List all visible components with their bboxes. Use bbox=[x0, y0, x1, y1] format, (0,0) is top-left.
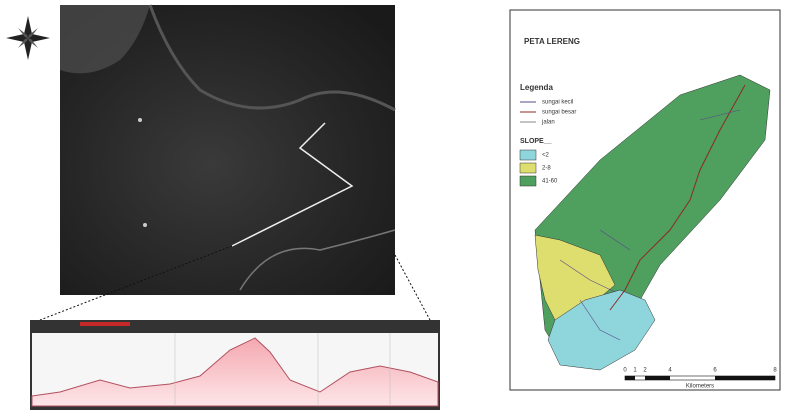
scale-bar bbox=[645, 376, 670, 380]
scale-bar bbox=[715, 376, 775, 380]
legend-label: <2 bbox=[542, 153, 550, 159]
legend-swatch bbox=[520, 176, 536, 186]
satellite-image bbox=[60, 5, 395, 295]
legend-label: sungai besar bbox=[542, 110, 576, 116]
legend-swatch bbox=[520, 163, 536, 173]
scale-unit: Kilometers bbox=[686, 384, 714, 390]
legend-label: 2-8 bbox=[542, 166, 551, 172]
map-title: PETA LERENG bbox=[524, 37, 580, 46]
connector bbox=[395, 255, 430, 320]
slope-title: SLOPE__ bbox=[520, 138, 552, 145]
scale-bar bbox=[625, 376, 635, 380]
legend-title: Legenda bbox=[520, 83, 553, 92]
legend-label: jalan bbox=[541, 120, 555, 126]
legend-label: sungai kecil bbox=[542, 100, 573, 106]
legend-swatch bbox=[520, 150, 536, 160]
legend-label: 41-60 bbox=[542, 179, 558, 185]
figure: PETA LERENG Legenda SLOPE__ sungai kecil… bbox=[0, 0, 788, 414]
elevation-profile bbox=[30, 320, 440, 410]
compass bbox=[6, 16, 50, 60]
